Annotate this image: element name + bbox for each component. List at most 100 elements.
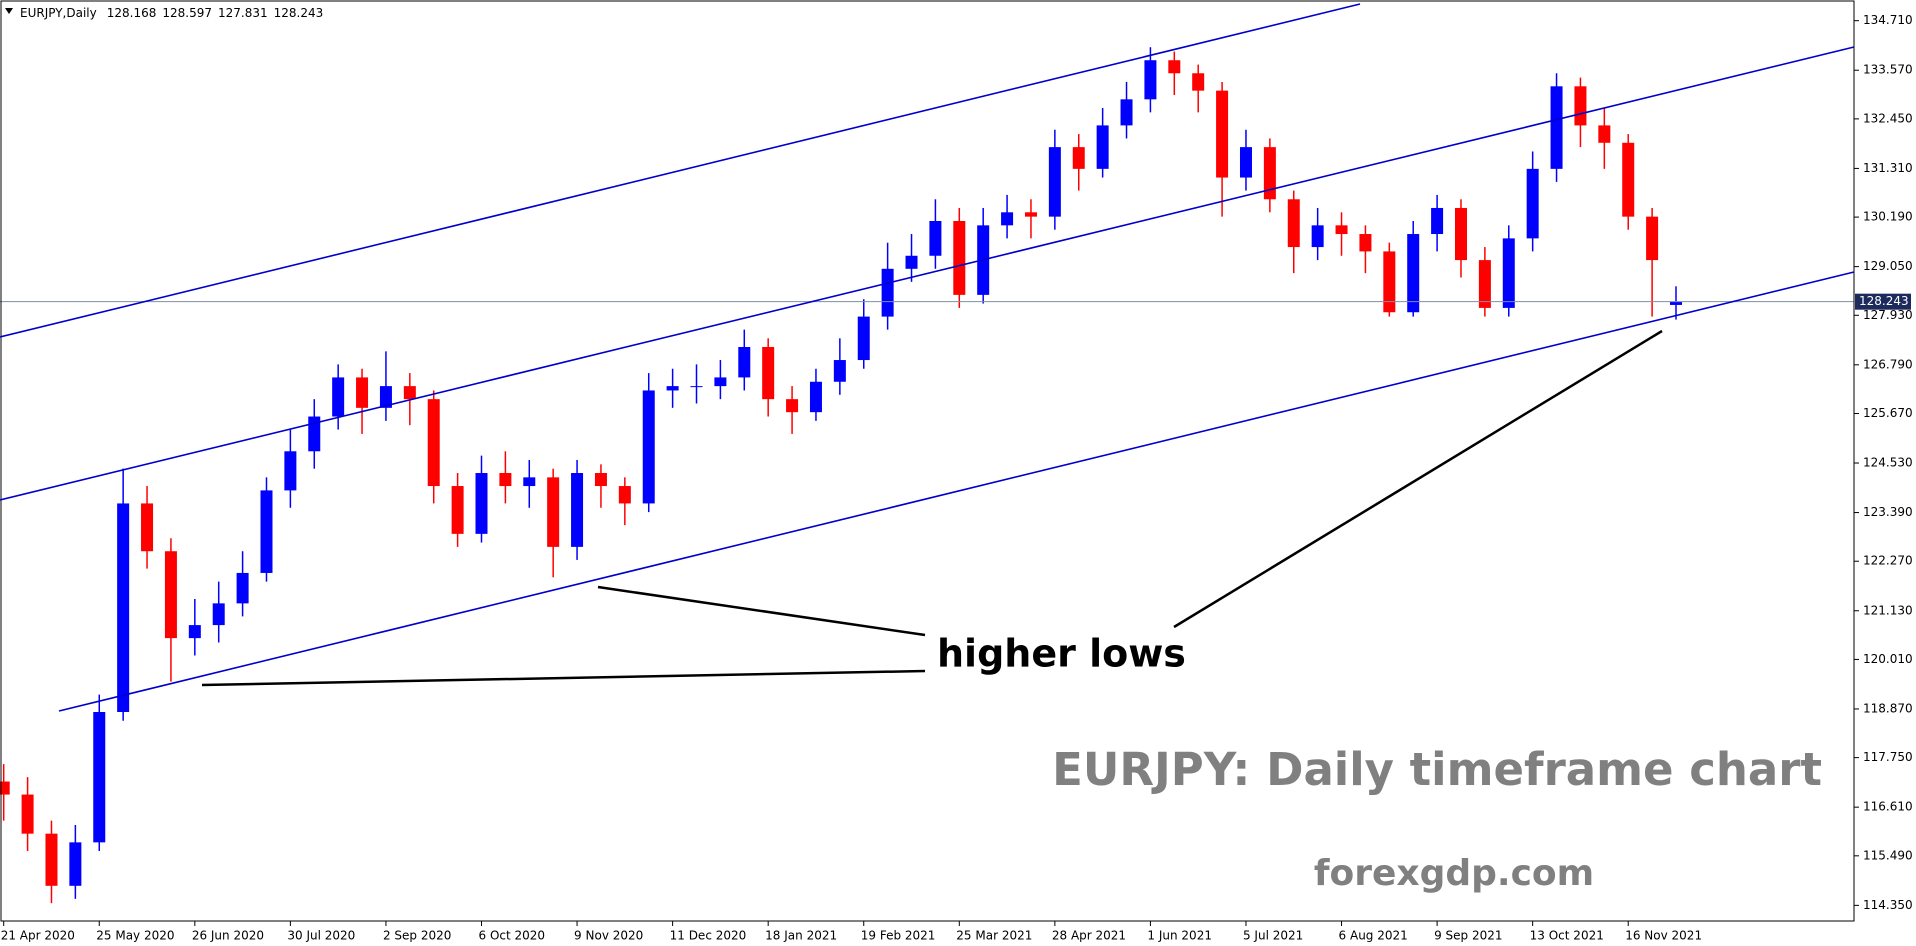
candle-body [666, 386, 679, 391]
candle-body [1072, 147, 1085, 169]
candle-body [1120, 99, 1133, 126]
x-tick-label: 16 Nov 2021 [1625, 929, 1702, 943]
candle-body [1670, 301, 1682, 305]
x-tick-label: 5 Jul 2021 [1243, 929, 1303, 943]
y-tick-label: 133.570 [1863, 63, 1913, 77]
candle-body [523, 477, 536, 487]
candle-body [1096, 125, 1109, 169]
channel-line [0, 46, 1855, 501]
candle-body [1407, 234, 1420, 313]
candle-body [594, 473, 607, 487]
candle-body [1383, 251, 1396, 313]
x-tick-label: 28 Apr 2021 [1052, 929, 1126, 943]
candle-body [260, 490, 273, 573]
plot-frame [0, 0, 1855, 922]
candle-body [809, 381, 822, 413]
pointer-line [201, 669, 926, 687]
candle-body [905, 255, 918, 269]
candle-body [690, 386, 703, 388]
candle-body [738, 347, 751, 378]
candle-body [403, 386, 416, 400]
y-tick-label: 131.310 [1863, 161, 1913, 175]
y-tick-label: 115.490 [1863, 848, 1913, 862]
y-tick-label: 121.130 [1863, 603, 1913, 617]
candle-body [618, 486, 631, 504]
x-tick-label: 9 Nov 2020 [574, 929, 643, 943]
x-tick-label: 25 Mar 2021 [956, 929, 1032, 943]
candle-body [1192, 73, 1205, 91]
pointer-line [1173, 329, 1663, 629]
y-tick-label: 122.270 [1863, 554, 1913, 568]
candle-body [308, 416, 321, 452]
x-tick-label: 6 Aug 2021 [1339, 929, 1408, 943]
candle-body [499, 473, 512, 487]
chart-header: EURJPY,Daily 128.168 128.597 127.831 128.243 [20, 6, 323, 20]
y-tick-label: 123.390 [1863, 505, 1913, 519]
ohlc-high: 128.597 [162, 6, 212, 20]
candle-body [1598, 125, 1611, 143]
candle-body [1431, 207, 1444, 235]
candle-body [953, 220, 966, 295]
candle-body [451, 486, 464, 534]
channel-line [58, 271, 1855, 712]
x-tick-label: 2 Sep 2020 [383, 929, 451, 943]
y-tick-label: 132.450 [1863, 111, 1913, 125]
candle-body [1287, 199, 1300, 248]
x-tick-label: 19 Feb 2021 [861, 929, 936, 943]
y-tick-label: 117.750 [1863, 750, 1913, 764]
candle-body [1239, 147, 1252, 178]
x-tick-label: 13 Oct 2021 [1530, 929, 1604, 943]
header-icon [5, 8, 13, 14]
y-tick-label: 114.350 [1863, 898, 1913, 912]
annotation: EURJPY: Daily timeframe chart [1052, 743, 1822, 796]
x-tick-label: 18 Jan 2021 [765, 929, 837, 943]
candle-body [1168, 60, 1181, 74]
candle-body [45, 833, 58, 886]
candle-body [786, 399, 799, 413]
candle-body [1048, 147, 1061, 217]
y-tick-label: 134.710 [1863, 13, 1913, 27]
candle-body [1311, 225, 1324, 248]
candle-body [1144, 60, 1157, 100]
candle-body [164, 551, 177, 639]
ohlc-open: 128.168 [107, 6, 157, 20]
x-tick-label: 9 Sep 2021 [1434, 929, 1502, 943]
candle-body [1526, 168, 1539, 239]
symbol: EURJPY,Daily [20, 6, 97, 20]
price-label-box [1855, 293, 1911, 310]
ohlc-low: 127.831 [218, 6, 268, 20]
candle-body [1574, 86, 1587, 126]
candle-body [1024, 212, 1037, 217]
x-tick-label: 21 Apr 2020 [1, 929, 75, 943]
candle-body [212, 603, 225, 626]
candle-body [1216, 90, 1229, 178]
candle-body [117, 503, 130, 712]
x-tick-label: 1 Jun 2021 [1147, 929, 1212, 943]
candle-body [1550, 86, 1563, 169]
y-tick-label: 120.010 [1863, 652, 1913, 666]
candle-body [1646, 216, 1659, 261]
candle-body [188, 625, 201, 639]
y-tick-label: 124.530 [1863, 456, 1913, 470]
candle-body [642, 390, 655, 504]
candle-body [833, 360, 846, 382]
ohlc-close: 128.243 [274, 6, 324, 20]
price-label: 128.243 [1859, 294, 1909, 308]
pointer-line [597, 585, 926, 637]
x-tick-label: 30 Jul 2020 [287, 929, 355, 943]
x-tick-label: 6 Oct 2020 [479, 929, 546, 943]
channel-line [0, 3, 1361, 338]
y-tick-label: 127.930 [1863, 308, 1913, 322]
candle-body [93, 711, 106, 843]
candle-body [1335, 225, 1348, 235]
candle-body [929, 220, 942, 256]
x-tick-label: 11 Dec 2020 [670, 929, 747, 943]
x-tick-label: 26 Jun 2020 [192, 929, 264, 943]
candle-body [475, 473, 488, 534]
candle-body [1001, 212, 1014, 226]
y-tick-label: 118.870 [1863, 701, 1913, 715]
candle-body [571, 473, 584, 547]
candle-body [1622, 142, 1635, 217]
